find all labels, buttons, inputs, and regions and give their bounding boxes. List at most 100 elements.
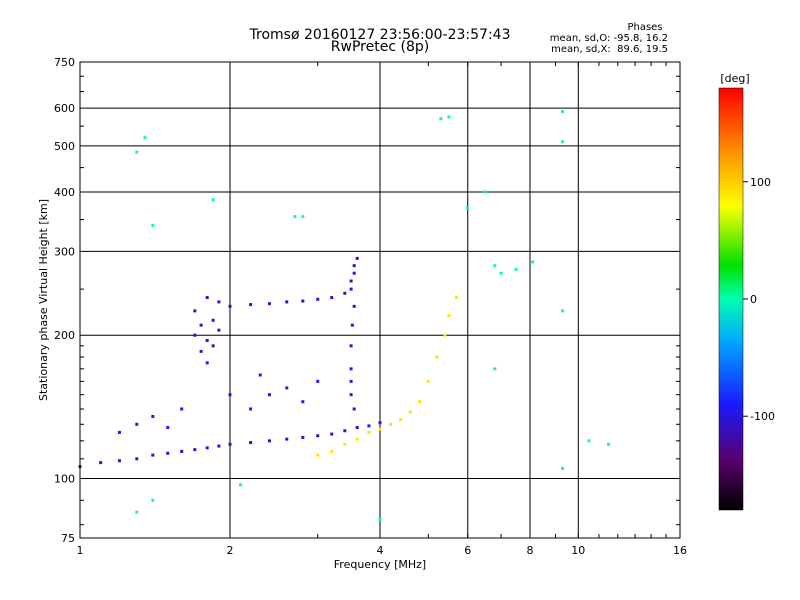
data-point	[493, 367, 497, 371]
data-point	[389, 422, 393, 426]
data-point	[378, 427, 382, 431]
y-tick-label: 75	[61, 532, 75, 545]
x-tick-label: 1	[77, 544, 84, 557]
data-point	[249, 303, 253, 307]
data-point	[355, 437, 359, 441]
data-point	[514, 267, 518, 271]
data-point	[217, 444, 221, 448]
data-point	[561, 466, 565, 470]
x-tick-label: 8	[527, 544, 534, 557]
data-point	[343, 429, 347, 433]
data-point	[455, 296, 459, 300]
data-point	[99, 461, 103, 465]
data-point	[378, 421, 382, 425]
data-point	[352, 264, 356, 268]
data-point	[205, 361, 209, 365]
data-point	[561, 140, 565, 144]
x-tick-label: 6	[464, 544, 471, 557]
grid	[79, 61, 681, 539]
data-point	[211, 198, 215, 202]
data-point	[205, 296, 209, 300]
y-axis-label: Stationary phase Virtual Height [km]	[37, 199, 50, 401]
data-point	[443, 333, 447, 337]
data-point	[466, 206, 470, 210]
data-point	[205, 446, 209, 450]
y-tick-label: 100	[54, 473, 75, 486]
data-point	[352, 407, 356, 411]
data-point	[143, 136, 147, 140]
data-point	[343, 291, 347, 295]
data-point	[117, 459, 121, 463]
data-point	[343, 442, 347, 446]
chart-subtitle: RwPretec (8p)	[330, 39, 430, 55]
data-point	[249, 441, 253, 445]
data-point	[301, 215, 305, 219]
data-point	[135, 510, 139, 514]
data-point	[239, 483, 243, 487]
colorbar-tick-label: 100	[750, 176, 771, 189]
data-point	[483, 190, 487, 194]
phase-stats-x: mean, sd,X: 89.6, 19.5	[551, 44, 668, 55]
data-point	[151, 414, 155, 418]
data-point	[166, 451, 170, 455]
data-point	[349, 344, 353, 348]
data-point	[228, 393, 232, 397]
x-tick-label: 4	[377, 544, 384, 557]
data-point	[367, 424, 371, 428]
data-point	[408, 410, 412, 414]
data-point	[135, 457, 139, 461]
data-point	[180, 407, 184, 411]
data-point	[607, 442, 611, 446]
colorbar-tick-label: 0	[750, 293, 757, 306]
data-point	[205, 338, 209, 342]
data-point	[249, 407, 253, 411]
data-point	[285, 437, 289, 441]
data-point	[211, 344, 215, 348]
data-point	[355, 256, 359, 260]
data-point	[228, 304, 232, 308]
data-point	[435, 355, 439, 359]
y-tick-label: 200	[54, 329, 75, 342]
data-point	[211, 318, 215, 322]
data-point	[349, 379, 353, 383]
data-point	[180, 449, 184, 453]
data-point	[301, 435, 305, 439]
data-point	[267, 439, 271, 443]
data-point	[267, 393, 271, 397]
y-tick-label: 500	[54, 140, 75, 153]
data-point	[193, 448, 197, 452]
data-point	[316, 453, 320, 457]
data-point	[352, 271, 356, 275]
phase-stats-title: Phases	[627, 22, 663, 33]
x-tick-label: 16	[673, 544, 687, 557]
data-point	[135, 422, 139, 426]
data-point	[316, 379, 320, 383]
data-point	[350, 323, 354, 327]
data-point	[217, 328, 221, 332]
data-point	[367, 430, 371, 434]
y-tick-label: 300	[54, 245, 75, 258]
data-point	[151, 498, 155, 502]
data-point	[285, 386, 289, 390]
data-point	[355, 425, 359, 429]
data-point	[293, 215, 297, 219]
data-point	[417, 400, 421, 404]
y-tick-label: 400	[54, 186, 75, 199]
data-point	[117, 430, 121, 434]
data-point	[301, 400, 305, 404]
data-point	[499, 271, 503, 275]
chart-title: Tromsø 20160127 23:56:00-23:57:43	[249, 27, 511, 43]
data-point	[493, 264, 497, 268]
data-point	[151, 224, 155, 228]
data-point	[166, 425, 170, 429]
data-point	[349, 367, 353, 371]
data-point	[349, 279, 353, 283]
colorbar-tick-label: -100	[750, 410, 775, 423]
data-point	[316, 434, 320, 438]
data-point	[228, 442, 232, 446]
data-point	[439, 117, 443, 121]
data-point	[330, 449, 334, 453]
data-point	[447, 314, 451, 318]
colorbar	[718, 87, 744, 511]
